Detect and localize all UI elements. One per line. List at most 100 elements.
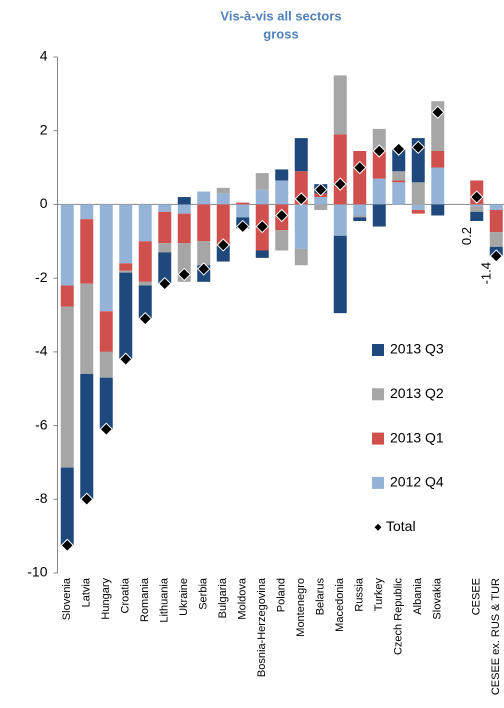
legend-label: 2013 Q2 <box>390 385 444 401</box>
bar-segment <box>392 149 406 172</box>
y-tick-label: -8 <box>35 490 48 506</box>
total-marker <box>177 267 191 282</box>
total-marker <box>275 208 289 223</box>
x-tick-label: Croatia <box>120 577 132 613</box>
x-tick-label: Bulgaria <box>217 577 229 618</box>
legend-swatch <box>372 432 384 445</box>
bar-segment <box>119 270 133 273</box>
bar-segment <box>333 204 347 236</box>
x-tick-label: Romania <box>139 577 151 622</box>
bar-segment <box>216 204 230 245</box>
bar-segment <box>372 178 386 205</box>
bar-segment <box>60 306 74 468</box>
x-tick-label: Lithuania <box>159 577 171 623</box>
bar-segment <box>489 204 503 210</box>
bar-segment <box>236 204 250 218</box>
x-tick-label: CESEE <box>471 578 483 615</box>
bar-segment <box>392 182 406 205</box>
x-tick-label: Turkey <box>373 578 385 612</box>
bar-segment <box>236 202 250 205</box>
bar-segment <box>333 134 347 205</box>
y-tick-label: 2 <box>40 121 48 137</box>
total-marker <box>372 144 386 158</box>
bar-segment <box>197 191 211 205</box>
x-tick-label: Hungary <box>100 578 112 620</box>
total-marker <box>489 249 503 263</box>
bar-segment <box>372 204 386 227</box>
total-marker <box>255 219 269 234</box>
legend-label: Total <box>386 518 416 534</box>
bar-segment <box>216 193 230 205</box>
bar-segment <box>99 311 113 352</box>
total-marker <box>80 492 94 506</box>
x-tick-label: Macedonia <box>334 577 346 632</box>
bar-segment <box>99 377 113 430</box>
chart-subtitle: gross <box>263 26 298 41</box>
legend-swatch <box>372 388 384 401</box>
bar-segment <box>411 182 425 205</box>
total-marker <box>411 140 425 155</box>
y-tick-label: -10 <box>27 564 47 580</box>
legend-label: 2012 Q4 <box>390 474 444 490</box>
total-marker <box>470 190 484 204</box>
bar-segment <box>392 171 406 181</box>
bar-segment <box>294 204 308 249</box>
bar-segment <box>138 204 152 242</box>
bar-segment <box>294 138 308 172</box>
bar-segment <box>80 204 94 220</box>
total-marker <box>431 105 445 119</box>
bar-segment <box>431 204 445 216</box>
bar-segment <box>294 248 308 266</box>
x-tick-label: Czech Republic <box>393 578 405 656</box>
bar-segment <box>275 169 289 181</box>
bar-segment <box>353 204 367 216</box>
total-marker <box>314 182 328 197</box>
bar-segment <box>411 204 425 210</box>
x-tick-label: Ukraine <box>178 578 190 616</box>
bar-segment <box>255 250 269 258</box>
bar-segment <box>138 281 152 286</box>
x-tick-label: Moldova <box>237 577 249 619</box>
total-marker <box>197 262 211 276</box>
bar-segment <box>392 180 406 183</box>
total-marker <box>60 538 74 553</box>
bar-segment <box>489 209 503 233</box>
x-tick-label: Montenegro <box>295 578 307 637</box>
bar-segment <box>353 215 367 218</box>
total-marker <box>236 219 250 234</box>
bar-segment <box>314 197 328 205</box>
bar-segment <box>372 128 386 150</box>
bar-segment <box>80 373 94 500</box>
bar-segment <box>119 263 133 271</box>
bar-segment <box>255 189 269 205</box>
bar-segment <box>431 150 445 168</box>
total-marker <box>119 352 133 366</box>
bar-segment <box>489 232 503 247</box>
bar-segment <box>177 213 191 244</box>
bar-segment <box>275 230 289 251</box>
bar-segment <box>60 285 74 307</box>
bar-segment <box>177 197 191 205</box>
total-marker <box>158 276 172 291</box>
total-marker <box>99 422 113 436</box>
bar-segment <box>372 149 386 179</box>
bar-segment <box>216 244 230 262</box>
legend-label: 2013 Q1 <box>390 429 444 445</box>
y-tick-label: 4 <box>40 48 48 64</box>
bar-segment <box>177 204 191 214</box>
bar-segment <box>333 235 347 314</box>
x-tick-label: Albania <box>412 577 424 615</box>
legend-swatch <box>372 344 384 356</box>
x-tick-label: CESEE ex. RUS & TUR <box>490 578 502 695</box>
y-tick-label: -6 <box>35 416 48 432</box>
bar-segment <box>158 252 172 284</box>
bar-segment <box>314 204 328 210</box>
bar-segment <box>119 204 133 264</box>
bar-segment <box>333 75 347 135</box>
x-tick-label: Slovenia <box>61 577 73 620</box>
total-marker <box>333 177 347 191</box>
bar-segment <box>99 351 113 378</box>
bar-segment <box>197 204 211 242</box>
legend-swatch <box>372 476 384 489</box>
